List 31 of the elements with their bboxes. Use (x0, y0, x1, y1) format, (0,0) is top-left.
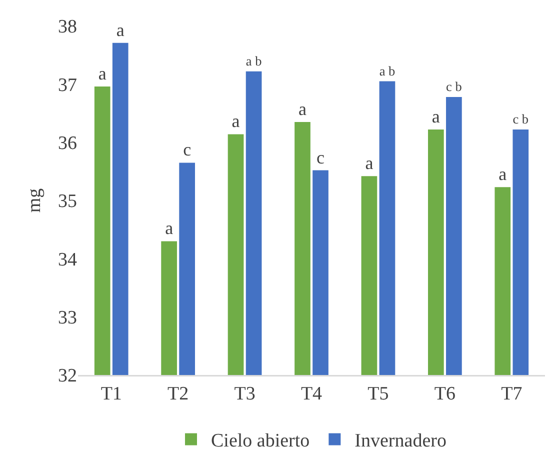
x-tick-label: T7 (501, 383, 522, 404)
x-tick-label: T1 (100, 383, 122, 404)
y-tick-label: 37 (58, 74, 77, 96)
x-tick-label: T5 (368, 383, 389, 404)
data-label: a b (246, 53, 262, 68)
data-label: c b (512, 112, 529, 127)
y-tick-label: 35 (58, 191, 77, 212)
y-tick-label: 33 (58, 307, 77, 328)
y-tick-label: 38 (58, 16, 77, 38)
x-tick-label: T4 (300, 383, 323, 404)
x-tick-label: T6 (434, 383, 456, 404)
x-tick-label: T2 (168, 383, 189, 404)
data-label: a (232, 111, 240, 132)
data-label: a (365, 153, 374, 174)
data-label: a (432, 106, 440, 127)
x-tick-label: T3 (234, 383, 256, 404)
data-label: a b (379, 63, 396, 78)
legend-label: Invernadero (354, 430, 446, 452)
y-axis-title: mg (24, 188, 45, 213)
legend-label: Cielo abierto (211, 430, 310, 452)
data-label: a (498, 164, 507, 184)
data-label: a (298, 98, 306, 119)
data-label: a (165, 218, 174, 238)
data-label: a (116, 20, 124, 40)
data-label: c (316, 147, 325, 168)
data-label: c b (446, 79, 462, 94)
data-label: a (98, 63, 106, 84)
y-tick-label: 32 (58, 366, 77, 387)
y-tick-label: 34 (58, 249, 78, 270)
y-tick-label: 36 (58, 132, 77, 154)
data-label: c (183, 140, 192, 160)
